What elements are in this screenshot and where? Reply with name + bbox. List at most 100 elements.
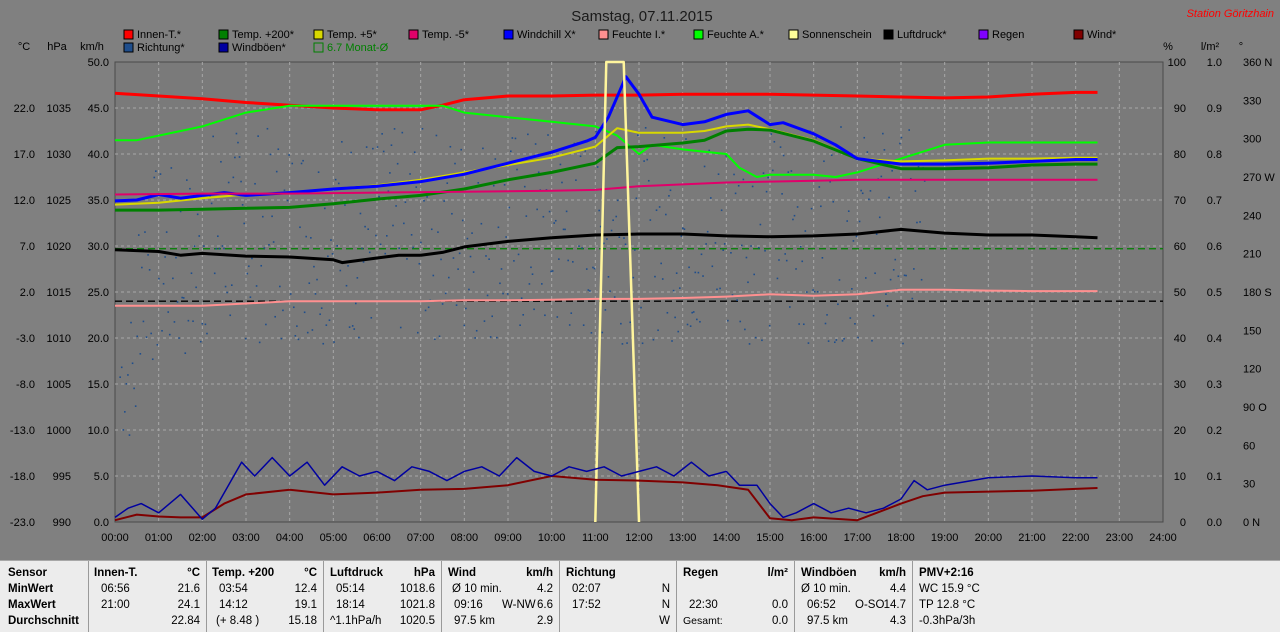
legend-swatch <box>123 42 134 53</box>
direction-point <box>232 176 235 179</box>
direction-point <box>434 338 436 341</box>
innen-min-value: 21.6 <box>177 583 200 595</box>
wind-min-label: Ø 10 min. <box>452 583 502 595</box>
direction-point <box>773 140 776 143</box>
windboeen-max-time: 06:52 <box>807 599 836 611</box>
y-tick-label-direction_deg: 120 <box>1243 364 1261 376</box>
direction-point <box>240 180 242 183</box>
direction-point <box>595 130 597 133</box>
pmv-pressure-trend: -0.3hPa/3h <box>919 615 976 627</box>
x-tick-label: 22:00 <box>1062 532 1090 544</box>
direction-point <box>888 196 890 199</box>
direction-point <box>717 173 720 175</box>
direction-point <box>212 135 214 138</box>
series-line <box>115 127 1098 212</box>
direction-point <box>916 221 918 224</box>
direction-point <box>142 320 145 323</box>
direction-point <box>832 200 835 203</box>
direction-point <box>776 277 779 280</box>
direction-point <box>699 320 701 323</box>
direction-point <box>350 151 352 154</box>
pmv-title: PMV+2:16 <box>919 567 974 579</box>
y-tick-label-direction_deg: 0 N <box>1243 517 1260 529</box>
direction-point <box>455 304 458 306</box>
direction-point <box>393 128 396 130</box>
direction-point <box>874 272 876 275</box>
direction-point <box>601 331 604 334</box>
direction-point <box>136 335 139 338</box>
direction-point <box>378 195 380 198</box>
direction-point <box>537 171 540 174</box>
legend-swatch <box>883 29 894 40</box>
direction-point <box>882 132 884 135</box>
direction-point <box>159 173 162 175</box>
direction-point <box>908 129 911 131</box>
direction-point <box>739 320 742 323</box>
richtung-min-value: N <box>661 583 670 595</box>
direction-point <box>761 339 763 342</box>
direction-point <box>606 238 608 240</box>
direction-point <box>282 309 284 312</box>
direction-point <box>725 155 728 157</box>
y-tick-label-humidity_pct: 0 <box>1180 517 1186 529</box>
richtung-max-time: 17:52 <box>572 599 601 611</box>
direction-point <box>643 160 645 162</box>
y-tick-label-humidity_pct: 60 <box>1174 241 1186 253</box>
direction-point <box>356 277 359 279</box>
x-tick-label: 06:00 <box>363 532 391 544</box>
direction-point <box>816 290 819 293</box>
temp200-min-time: 03:54 <box>219 583 248 595</box>
direction-point <box>147 254 149 256</box>
direction-point <box>289 293 292 295</box>
wind-distance: 97.5 km <box>454 615 495 627</box>
direction-point <box>415 186 418 188</box>
direction-point <box>733 173 735 176</box>
direction-point <box>486 294 489 297</box>
direction-point <box>567 259 569 262</box>
direction-point <box>322 342 325 345</box>
row-label-avg: Durchschnitt <box>8 615 79 627</box>
direction-point <box>857 336 859 339</box>
direction-point <box>244 337 247 340</box>
direction-point <box>911 297 914 300</box>
direction-point <box>499 282 501 285</box>
y-tick-label-humidity_pct: 80 <box>1174 149 1186 161</box>
direction-point <box>634 249 636 251</box>
direction-point <box>603 242 605 245</box>
direction-point <box>204 323 207 326</box>
direction-point <box>740 244 743 247</box>
y-tick-label-direction_deg: 270 W <box>1243 172 1275 184</box>
direction-point <box>172 277 174 280</box>
y-tick-label-rain_lm2: 0.3 <box>1207 379 1222 391</box>
direction-point <box>477 182 480 184</box>
y-tick-label-direction_deg: 60 <box>1243 440 1255 452</box>
direction-point <box>277 148 280 151</box>
y-tick-label-rain_lm2: 0.4 <box>1207 333 1222 345</box>
direction-point <box>416 331 419 334</box>
direction-point <box>365 146 368 148</box>
direction-point <box>689 325 692 327</box>
y-tick-label-pressure_hpa: 990 <box>53 517 71 529</box>
y-tick-label-pressure_hpa: 1020 <box>47 241 71 253</box>
regen-title: Regen <box>683 567 719 579</box>
direction-point <box>623 237 625 239</box>
direction-point <box>578 245 580 247</box>
stats-table: Sensor MinWert MaxWert Durchschnitt Inne… <box>0 560 1280 632</box>
direction-point <box>587 289 590 291</box>
direction-point <box>798 323 800 325</box>
x-tick-label: 11:00 <box>582 532 609 544</box>
direction-point <box>572 261 574 263</box>
unit-headers: °C hPa km/h% l/m² ° <box>18 41 1243 53</box>
direction-point <box>368 251 371 254</box>
x-tick-label: 03:00 <box>232 532 260 544</box>
direction-point <box>392 224 394 227</box>
direction-point <box>669 189 672 192</box>
unit-header-right: % <box>1163 41 1173 53</box>
direction-point <box>162 282 165 285</box>
y-tick-label-direction_deg: 150 <box>1243 325 1261 337</box>
luftdruck-trend: ^1.1hPa/h <box>330 615 382 627</box>
direction-point <box>892 269 895 271</box>
direction-point <box>899 142 901 145</box>
direction-point <box>849 317 852 319</box>
direction-point <box>722 249 724 251</box>
